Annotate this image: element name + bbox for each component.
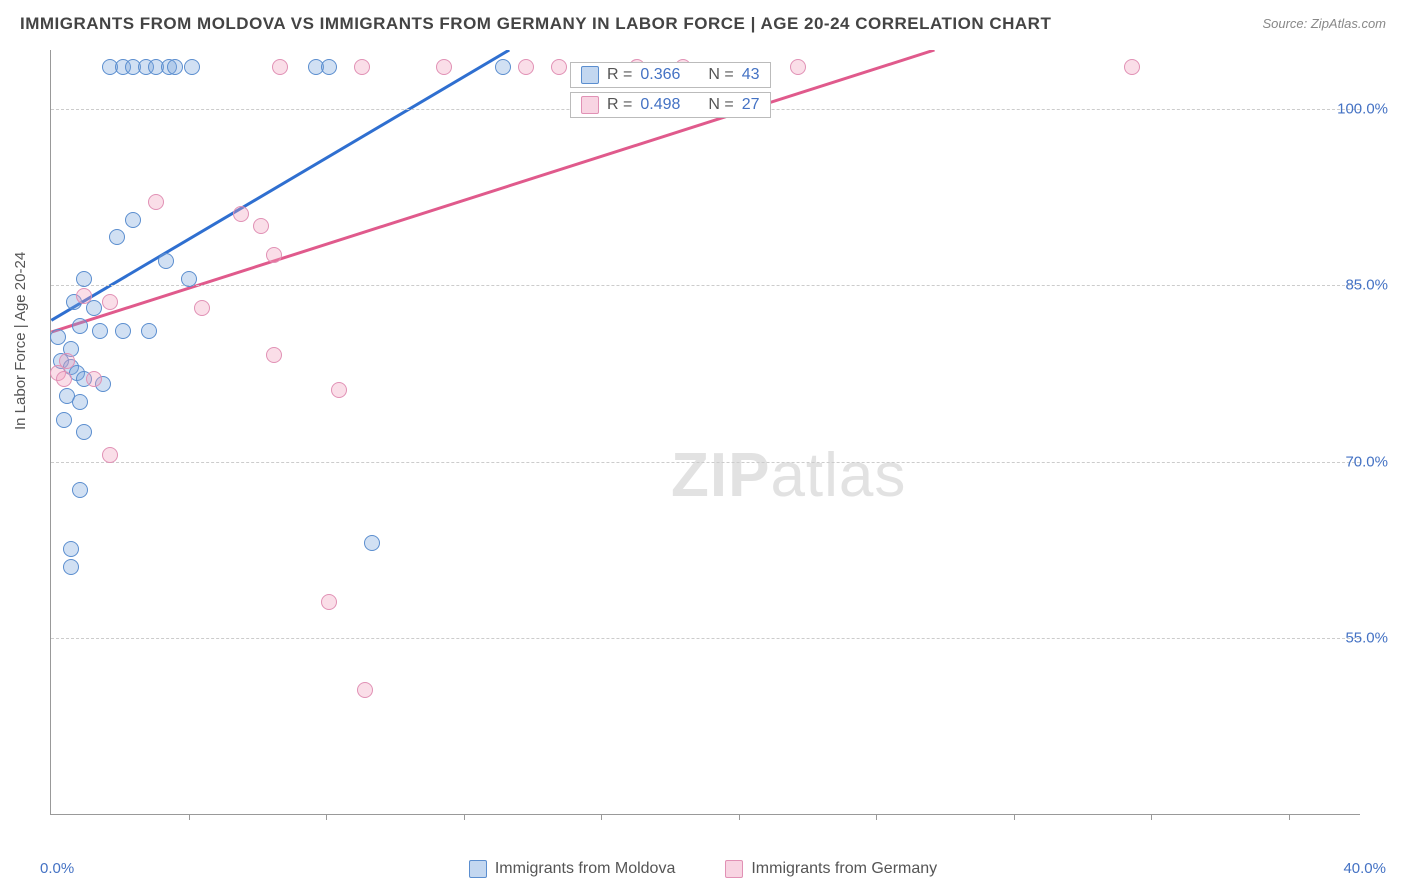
legend-label-moldova: Immigrants from Moldova bbox=[495, 860, 676, 878]
data-point bbox=[364, 535, 380, 551]
data-point bbox=[266, 347, 282, 363]
swatch-moldova-icon bbox=[469, 860, 487, 878]
watermark: ZIPatlas bbox=[671, 440, 906, 511]
swatch-germany-icon bbox=[581, 96, 599, 114]
data-point bbox=[181, 271, 197, 287]
n-value-moldova: 43 bbox=[742, 66, 760, 84]
x-tick bbox=[876, 814, 877, 820]
data-point bbox=[76, 271, 92, 287]
gridline-h bbox=[51, 462, 1360, 463]
chart-title: IMMIGRANTS FROM MOLDOVA VS IMMIGRANTS FR… bbox=[20, 14, 1051, 34]
data-point bbox=[63, 559, 79, 575]
n-value-germany: 27 bbox=[742, 96, 760, 114]
x-tick bbox=[1289, 814, 1290, 820]
data-point bbox=[357, 682, 373, 698]
data-point bbox=[184, 59, 200, 75]
data-point bbox=[167, 59, 183, 75]
data-point bbox=[50, 329, 66, 345]
data-point bbox=[56, 412, 72, 428]
r-label: R = bbox=[607, 66, 632, 84]
data-point bbox=[72, 482, 88, 498]
data-point bbox=[72, 318, 88, 334]
gridline-h bbox=[51, 638, 1360, 639]
data-point bbox=[321, 59, 337, 75]
data-point bbox=[109, 229, 125, 245]
data-point bbox=[63, 541, 79, 557]
plot-area: ZIPatlas bbox=[50, 50, 1360, 815]
y-tick-label: 55.0% bbox=[1345, 630, 1388, 647]
y-tick-label: 100.0% bbox=[1337, 100, 1388, 117]
x-tick bbox=[326, 814, 327, 820]
r-label: R = bbox=[607, 96, 632, 114]
data-point bbox=[92, 323, 108, 339]
x-tick bbox=[1014, 814, 1015, 820]
data-point bbox=[76, 424, 92, 440]
n-label: N = bbox=[708, 66, 733, 84]
y-axis-title: In Labor Force | Age 20-24 bbox=[12, 252, 29, 430]
source-label: Source: ZipAtlas.com bbox=[1262, 16, 1386, 31]
swatch-moldova-icon bbox=[581, 66, 599, 84]
data-point bbox=[102, 294, 118, 310]
n-label: N = bbox=[708, 96, 733, 114]
swatch-germany-icon bbox=[725, 860, 743, 878]
x-tick bbox=[601, 814, 602, 820]
stats-legend-moldova: R = 0.366 N = 43 bbox=[570, 62, 771, 88]
r-value-moldova: 0.366 bbox=[640, 66, 680, 84]
data-point bbox=[76, 288, 92, 304]
data-point bbox=[86, 371, 102, 387]
data-point bbox=[148, 194, 164, 210]
data-point bbox=[141, 323, 157, 339]
data-point bbox=[233, 206, 249, 222]
data-point bbox=[436, 59, 452, 75]
data-point bbox=[272, 59, 288, 75]
trend-line bbox=[51, 50, 509, 320]
x-tick bbox=[739, 814, 740, 820]
data-point bbox=[551, 59, 567, 75]
data-point bbox=[495, 59, 511, 75]
watermark-light: atlas bbox=[770, 441, 906, 510]
data-point bbox=[266, 247, 282, 263]
watermark-bold: ZIP bbox=[671, 441, 770, 510]
stats-legend-germany: R = 0.498 N = 27 bbox=[570, 92, 771, 118]
data-point bbox=[331, 382, 347, 398]
data-point bbox=[790, 59, 806, 75]
data-point bbox=[253, 218, 269, 234]
series-legend: Immigrants from Moldova Immigrants from … bbox=[0, 860, 1406, 878]
gridline-h bbox=[51, 285, 1360, 286]
x-tick bbox=[189, 814, 190, 820]
data-point bbox=[115, 323, 131, 339]
data-point bbox=[72, 394, 88, 410]
legend-item-germany: Immigrants from Germany bbox=[725, 860, 937, 878]
trend-lines bbox=[51, 50, 1360, 814]
r-value-germany: 0.498 bbox=[640, 96, 680, 114]
data-point bbox=[321, 594, 337, 610]
data-point bbox=[125, 212, 141, 228]
data-point bbox=[194, 300, 210, 316]
x-tick bbox=[464, 814, 465, 820]
y-tick-label: 70.0% bbox=[1345, 453, 1388, 470]
legend-label-germany: Immigrants from Germany bbox=[751, 860, 937, 878]
data-point bbox=[158, 253, 174, 269]
legend-item-moldova: Immigrants from Moldova bbox=[469, 860, 676, 878]
data-point bbox=[56, 371, 72, 387]
data-point bbox=[354, 59, 370, 75]
x-tick bbox=[1151, 814, 1152, 820]
trend-line bbox=[51, 50, 934, 332]
data-point bbox=[518, 59, 534, 75]
data-point bbox=[102, 447, 118, 463]
data-point bbox=[1124, 59, 1140, 75]
y-tick-label: 85.0% bbox=[1345, 277, 1388, 294]
